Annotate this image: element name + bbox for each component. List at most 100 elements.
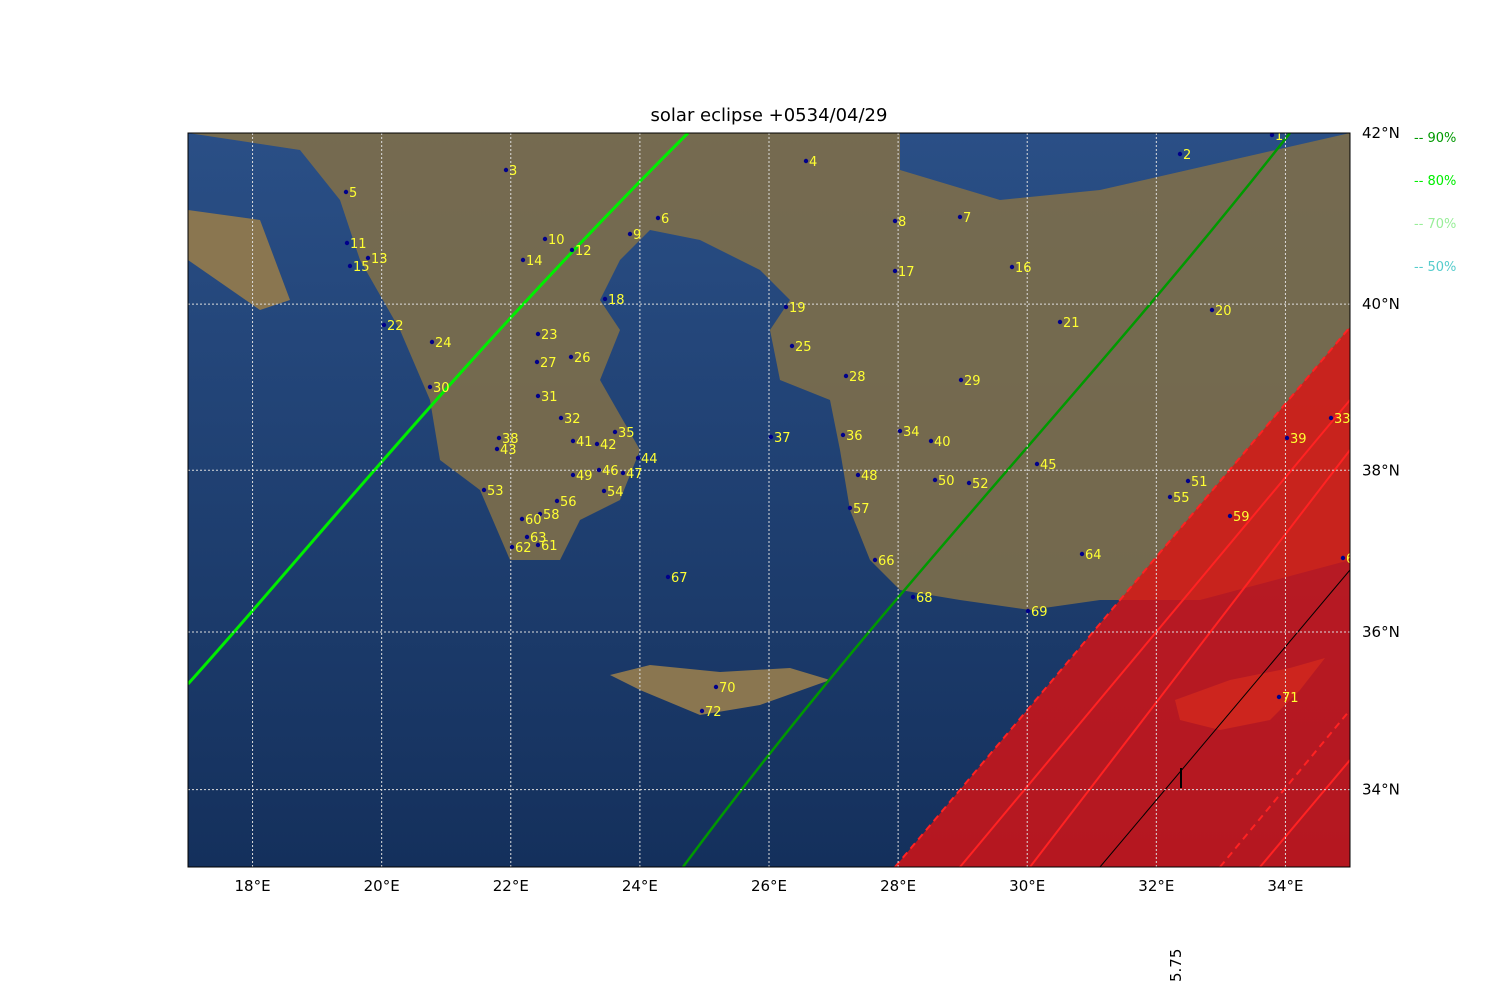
land bbox=[610, 665, 830, 715]
place-label: 23 bbox=[541, 328, 558, 343]
place-label: 22 bbox=[387, 319, 404, 334]
x-tick-label: 24°E bbox=[622, 877, 658, 895]
place-label: 50 bbox=[938, 474, 955, 489]
place-dot bbox=[570, 438, 576, 444]
place-label: 6 bbox=[661, 212, 669, 227]
place-dot bbox=[344, 240, 350, 246]
place-dot bbox=[542, 236, 548, 242]
place-dot bbox=[509, 544, 515, 550]
place-label: 34 bbox=[903, 425, 920, 440]
place-dot bbox=[627, 231, 633, 237]
place-dot bbox=[594, 441, 600, 447]
place-label: 2 bbox=[1183, 148, 1191, 163]
place-dot bbox=[665, 574, 671, 580]
place-label: 9 bbox=[633, 228, 641, 243]
place-label: 10 bbox=[548, 233, 565, 248]
place-dot bbox=[568, 354, 574, 360]
place-dot bbox=[1167, 494, 1173, 500]
place-label: 43 bbox=[500, 443, 517, 458]
place-dot bbox=[503, 167, 509, 173]
legend-entry: -- 50% bbox=[1414, 260, 1456, 275]
place-label: 67 bbox=[671, 571, 688, 586]
place-label: 18 bbox=[608, 293, 625, 308]
annotation: 5.75 bbox=[1167, 949, 1185, 982]
place-dot bbox=[928, 438, 934, 444]
x-tick-label: 28°E bbox=[880, 877, 916, 895]
place-dot bbox=[966, 480, 972, 486]
legend-entry: -- 70% bbox=[1414, 217, 1456, 232]
place-dot bbox=[1340, 555, 1346, 561]
place-label: 12 bbox=[575, 244, 592, 259]
place-label: 70 bbox=[719, 681, 736, 696]
place-dot bbox=[1177, 151, 1183, 157]
place-dot bbox=[783, 304, 789, 310]
place-dot bbox=[655, 215, 661, 221]
place-dot bbox=[958, 377, 964, 383]
place-dot bbox=[910, 594, 916, 600]
place-label: 4 bbox=[809, 155, 817, 170]
place-label: 60 bbox=[525, 513, 542, 528]
x-tick-label: 32°E bbox=[1138, 877, 1174, 895]
place-label: 68 bbox=[916, 591, 933, 606]
place-label: 36 bbox=[846, 429, 863, 444]
x-tick-label: 34°E bbox=[1267, 877, 1303, 895]
place-dot bbox=[535, 542, 541, 548]
place-label: 24 bbox=[435, 336, 452, 351]
place-dot bbox=[1276, 694, 1282, 700]
place-dot bbox=[481, 487, 487, 493]
place-label: 41 bbox=[576, 435, 593, 450]
y-tick-label: 36°N bbox=[1362, 623, 1400, 641]
map-title: solar eclipse +0534/04/29 bbox=[651, 105, 888, 126]
ticks: 18°E 20°E 22°E 24°E 26°E 28°E 30°E 32°E 34°E 34°N… bbox=[235, 124, 1400, 895]
place-label: 64 bbox=[1085, 548, 1102, 563]
place-dot bbox=[897, 428, 903, 434]
place-dot bbox=[496, 435, 502, 441]
place-label: 28 bbox=[849, 370, 866, 385]
place-dot bbox=[612, 429, 618, 435]
place-dot bbox=[803, 158, 809, 164]
legend: -- 90% -- 80% -- 70% -- 50% bbox=[1414, 131, 1456, 275]
place-label: 5 bbox=[349, 186, 357, 201]
place-label: 32 bbox=[564, 412, 581, 427]
place-dot bbox=[602, 296, 608, 302]
place-dot bbox=[596, 467, 602, 473]
place-label: 7 bbox=[963, 211, 971, 226]
x-tick-label: 26°E bbox=[751, 877, 787, 895]
place-label: 31 bbox=[541, 390, 558, 405]
place-label: 46 bbox=[602, 464, 619, 479]
map-frame bbox=[187, 132, 1351, 868]
place-label: 71 bbox=[1282, 691, 1299, 706]
x-tick-label: 22°E bbox=[493, 877, 529, 895]
place-dot bbox=[840, 432, 846, 438]
place-label: 62 bbox=[515, 541, 532, 556]
place-label: 37 bbox=[774, 431, 791, 446]
place-label: 45 bbox=[1040, 458, 1057, 473]
place-label: 59 bbox=[1233, 510, 1250, 525]
place-label: 17 bbox=[898, 265, 915, 280]
place-dot bbox=[537, 511, 543, 517]
place-dot bbox=[843, 373, 849, 379]
place-label: 57 bbox=[853, 502, 870, 517]
x-tick-label: 18°E bbox=[235, 877, 271, 895]
band-line bbox=[1259, 759, 1350, 867]
place-dot bbox=[524, 534, 530, 540]
place-dot bbox=[427, 384, 433, 390]
place-dot bbox=[347, 263, 353, 269]
place-dot bbox=[1057, 319, 1063, 325]
place-dot bbox=[1209, 307, 1215, 313]
place-dot bbox=[1328, 415, 1334, 421]
place-dot bbox=[1025, 608, 1031, 614]
place-label: 53 bbox=[487, 484, 504, 499]
place-label: 63 bbox=[530, 531, 547, 546]
place-dot bbox=[554, 498, 560, 504]
place-label: 3 bbox=[509, 164, 517, 179]
y-tick-label: 42°N bbox=[1362, 124, 1400, 142]
place-label: 1 bbox=[1275, 129, 1283, 144]
band-edge bbox=[894, 326, 1350, 867]
place-dot bbox=[519, 516, 525, 522]
place-label: 69 bbox=[1031, 605, 1048, 620]
place-label: 15 bbox=[353, 260, 370, 275]
